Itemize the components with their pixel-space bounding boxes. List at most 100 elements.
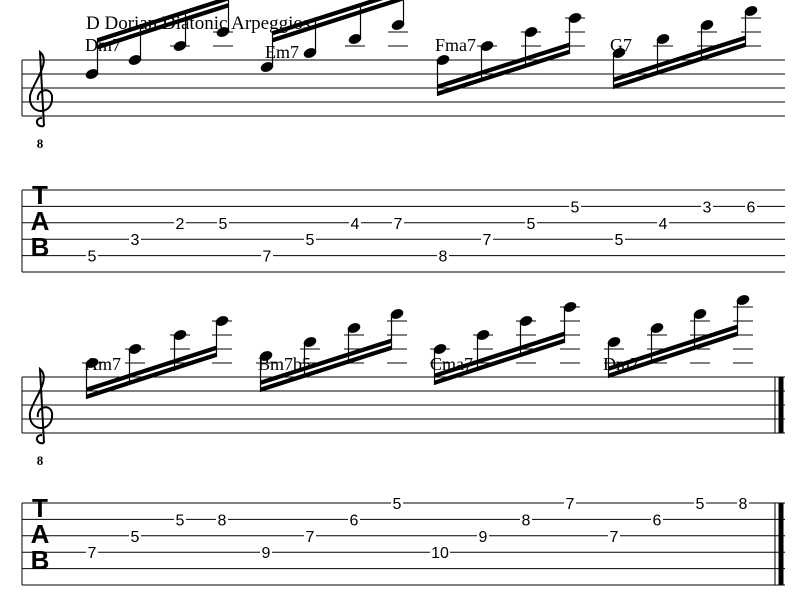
tab-gap <box>260 544 272 561</box>
notehead <box>524 27 538 37</box>
notehead <box>744 6 758 16</box>
tab-gap <box>391 495 403 511</box>
tab-gap <box>174 214 186 231</box>
tab-gap <box>520 511 532 528</box>
tab-number: 5 <box>696 496 705 513</box>
tab-gap <box>437 247 449 264</box>
beam <box>86 352 217 399</box>
tab-gap <box>477 527 489 544</box>
notehead <box>215 316 229 326</box>
notehead <box>348 34 362 44</box>
tab-gap <box>745 198 757 215</box>
notehead <box>436 55 450 65</box>
tab-letter: B <box>31 232 50 262</box>
beam <box>272 0 384 36</box>
notehead <box>433 344 447 354</box>
tab-number: 7 <box>610 529 619 546</box>
tab-gap <box>569 198 581 215</box>
notehead <box>391 20 405 30</box>
tab-gap <box>701 198 713 215</box>
notehead <box>650 323 664 333</box>
notehead <box>347 323 361 333</box>
tab-gap <box>564 495 576 511</box>
clef-octave: 8 <box>37 453 44 468</box>
notehead <box>303 48 317 58</box>
tab-gap <box>348 511 360 528</box>
notehead <box>607 337 621 347</box>
treble-clef <box>28 366 54 445</box>
treble-clef <box>28 49 54 128</box>
tab-number: 6 <box>350 512 359 529</box>
tab-number: 4 <box>351 216 360 233</box>
tab-number: 8 <box>739 496 748 513</box>
notehead <box>563 302 577 312</box>
tab-gap <box>217 214 229 231</box>
beam <box>613 35 746 82</box>
tab-number: 4 <box>659 216 668 233</box>
tab-number: 7 <box>566 496 575 513</box>
beam <box>437 49 570 96</box>
notehead <box>259 351 273 361</box>
tab-gap <box>737 495 749 511</box>
beam <box>97 0 229 43</box>
tab-number: 5 <box>219 216 228 233</box>
tab-number: 6 <box>653 512 662 529</box>
beam <box>613 42 746 89</box>
chord-name: Fma7 <box>435 35 476 55</box>
beam <box>97 3 229 50</box>
tab-gap <box>216 511 228 528</box>
tab-letter: T <box>32 180 48 210</box>
tab-letter: T <box>32 493 48 523</box>
tab-gap <box>608 527 620 544</box>
tab-gap <box>261 247 273 264</box>
tab-number: 8 <box>522 512 531 529</box>
tab-number: 5 <box>615 232 624 249</box>
beam <box>437 42 570 89</box>
notehead <box>612 48 626 58</box>
tab-gap <box>304 527 316 544</box>
tab-gap <box>430 544 450 561</box>
beam <box>608 324 738 371</box>
tab-letter: B <box>31 545 50 575</box>
notehead <box>736 295 750 305</box>
title: D Dorian Diatonic Arpeggios <box>86 13 310 34</box>
notehead <box>568 13 582 23</box>
chord-name: Em7 <box>265 42 299 62</box>
tab-gap <box>481 231 493 248</box>
tab-number: 9 <box>262 545 271 562</box>
tab-gap <box>129 527 141 544</box>
tab-number: 5 <box>571 199 580 216</box>
tab-number: 5 <box>176 512 185 529</box>
tab-gap <box>651 511 663 528</box>
tab-letter: A <box>31 519 50 549</box>
tab-gap <box>174 511 186 528</box>
tab-number: 7 <box>88 545 97 562</box>
notehead <box>173 41 187 51</box>
notehead <box>390 309 404 319</box>
tab-number: 9 <box>479 529 488 546</box>
notehead <box>128 55 142 65</box>
tab-number: 5 <box>88 249 97 266</box>
beam <box>272 0 404 43</box>
tab-number: 8 <box>218 512 227 529</box>
notehead <box>656 34 670 44</box>
beam <box>260 338 392 385</box>
tab-number: 7 <box>483 232 492 249</box>
beam <box>86 345 217 392</box>
notehead <box>700 20 714 30</box>
clef-octave: 8 <box>37 136 44 151</box>
tab-number: 5 <box>306 232 315 249</box>
tab-number: 8 <box>439 249 448 266</box>
tab-number: 5 <box>131 529 140 546</box>
tab-gap <box>657 214 669 231</box>
tab-gap <box>86 544 98 561</box>
notehead <box>173 330 187 340</box>
notehead <box>260 62 274 72</box>
notehead <box>519 316 533 326</box>
tab-number: 5 <box>393 496 402 513</box>
notehead <box>216 27 230 37</box>
tab-gap <box>525 214 537 231</box>
tab-number: 3 <box>703 199 712 216</box>
tab-gap <box>129 231 141 248</box>
tab-number: 7 <box>394 216 403 233</box>
